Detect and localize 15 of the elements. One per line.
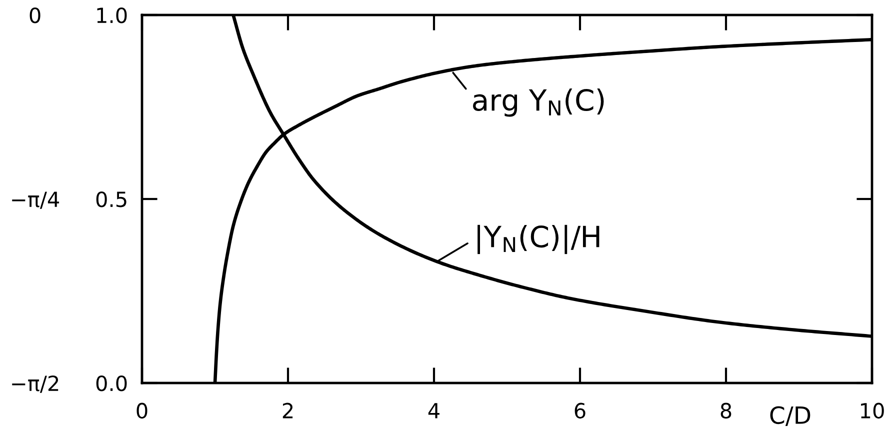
x-tick-label: 8 (720, 402, 732, 419)
x-tick-label: 4 (428, 403, 440, 418)
x-tick-label: 6 (574, 402, 586, 419)
y2-tick-label: −π/4 (12, 192, 60, 209)
x-axis-title: C/D (770, 406, 810, 426)
x-tick-label: 2 (282, 402, 293, 418)
x-tick-label: 0 (136, 402, 148, 419)
annotation: arg Y$_{N}$(C) (473, 88, 604, 117)
y-tick-label: 0.0 (96, 375, 127, 392)
y-tick-label: 0.5 (96, 191, 126, 208)
y-tick-label: 1.0 (97, 7, 127, 24)
y2-tick-label: −π/2 (12, 375, 58, 393)
y2-tick-label: 0 (30, 7, 40, 24)
annotation: |Y$_{N}$(C)|/H (478, 224, 600, 254)
x-tick-label: 10 (861, 402, 884, 419)
